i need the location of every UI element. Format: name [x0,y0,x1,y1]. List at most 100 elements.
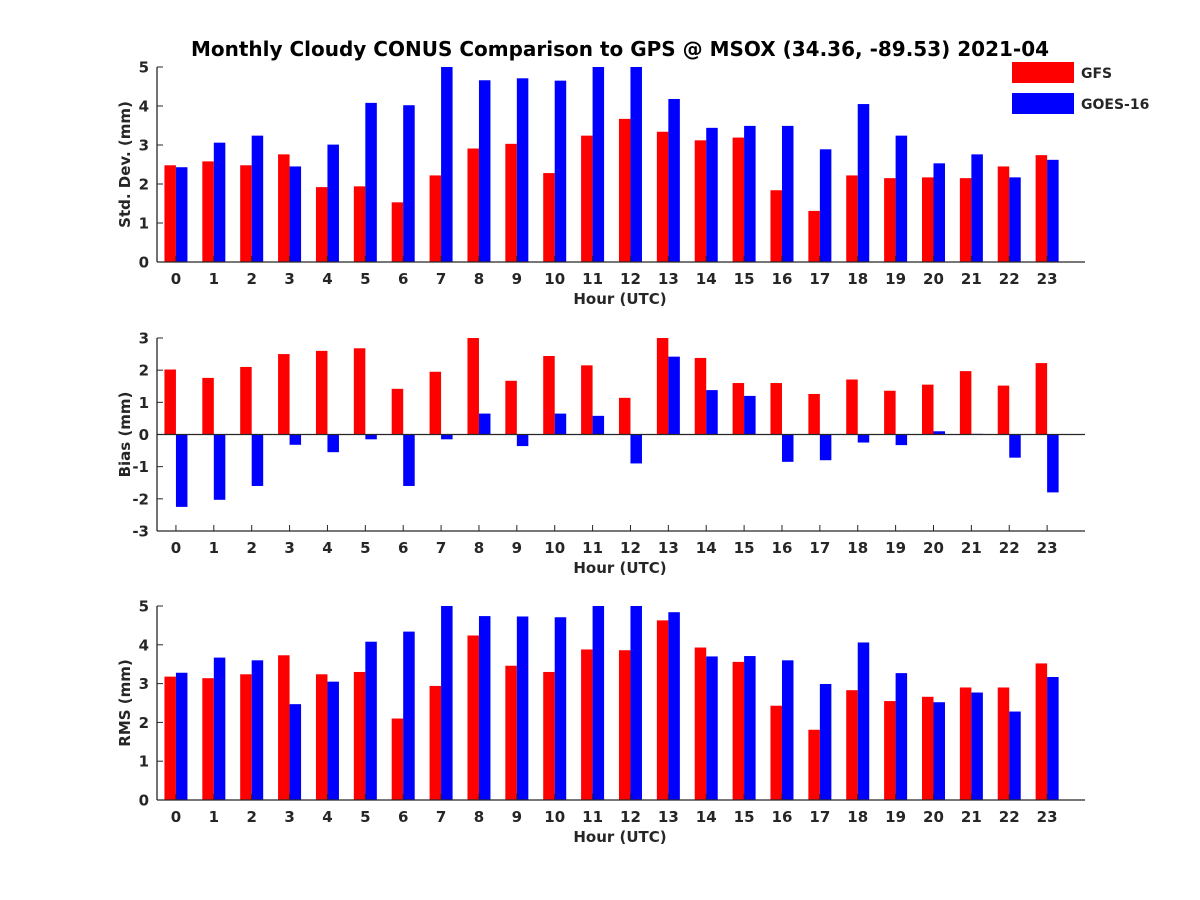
x-axis-label: Hour (UTC) [573,559,666,577]
legend-label-gfs: GFS [1081,66,1112,82]
bar-goes-16-0 [175,672,188,800]
bar-gfs-11 [581,135,593,262]
x-tick-label: 8 [474,539,484,557]
x-tick-label: 11 [582,270,603,288]
x-tick-label: 5 [360,270,370,288]
bar-goes-16-13 [668,612,680,800]
bar-goes-16-19 [895,135,908,262]
y-axis-label: RMS (mm) [116,659,134,746]
x-axis-label: Hour (UTC) [573,290,666,308]
y-tick-label: 2 [139,176,149,194]
bar-gfs-12 [618,118,631,263]
x-tick-label: 10 [544,539,565,557]
bar-goes-16-15 [744,395,756,435]
x-tick-label: 19 [885,270,906,288]
y-axis-label: Std. Dev. (mm) [116,101,134,228]
x-tick-label: 8 [474,270,484,288]
bar-goes-16-22 [1009,711,1021,800]
y-tick-label: -3 [132,523,149,541]
x-tick-label: 1 [209,270,219,288]
bar-goes-16-23 [1047,434,1059,493]
bar-goes-16-14 [706,656,718,800]
x-tick-label: 1 [209,539,219,557]
bar-gfs-14 [694,357,707,435]
bar-gfs-7 [429,371,442,435]
y-tick-label: 2 [139,362,149,380]
y-tick-label: -1 [132,458,149,476]
bar-goes-16-18 [857,104,870,262]
x-tick-label: 6 [398,270,408,288]
x-tick-label: 17 [809,539,830,557]
bar-gfs-20 [921,384,934,435]
bar-goes-16-20 [933,431,945,435]
x-tick-label: 20 [923,539,944,557]
bar-gfs-7 [429,685,442,800]
bar-gfs-7 [429,175,442,262]
bar-gfs-6 [391,718,404,800]
x-tick-label: 12 [620,270,641,288]
y-tick-label: 0 [139,254,149,272]
bar-gfs-2 [240,165,252,262]
bar-gfs-16 [770,383,782,435]
x-tick-label: 16 [772,270,793,288]
bar-goes-16-21 [971,692,983,800]
bar-gfs-0 [164,369,176,435]
x-tick-label: 16 [772,808,793,826]
bar-goes-16-1 [213,657,226,800]
y-tick-label: 5 [139,59,149,77]
bar-gfs-2 [240,674,252,800]
bar-goes-16-12 [630,434,642,464]
y-tick-label: 1 [139,394,149,412]
x-tick-label: 14 [696,270,717,288]
bar-goes-16-2 [251,434,264,486]
bar-gfs-15 [732,661,745,800]
bar-goes-16-8 [478,413,491,435]
y-tick-label: 4 [139,636,149,654]
bar-goes-16-9 [516,616,529,800]
bar-goes-16-16 [781,660,794,800]
bar-goes-16-19 [895,673,908,800]
bar-gfs-11 [581,365,593,435]
y-tick-label: 0 [139,792,149,810]
bar-goes-16-20 [933,163,945,262]
bar-gfs-13 [656,131,669,262]
bar-gfs-21 [959,687,972,800]
bar-gfs-18 [846,175,858,262]
bar-goes-16-9 [516,434,529,447]
y-tick-label: 1 [139,215,149,233]
bar-gfs-9 [505,143,517,262]
bar-goes-16-19 [895,434,908,446]
bar-gfs-16 [770,705,782,800]
x-tick-label: 20 [923,808,944,826]
bar-goes-16-11 [592,606,605,800]
x-tick-label: 13 [658,539,679,557]
bar-goes-16-1 [213,434,226,500]
bar-goes-16-15 [744,125,756,262]
x-tick-label: 9 [512,270,522,288]
bar-goes-16-3 [289,704,302,800]
bar-gfs-6 [391,202,404,262]
x-tick-label: 2 [246,539,256,557]
x-axis-label: Hour (UTC) [573,828,666,846]
bar-goes-16-7 [441,434,453,440]
bar-gfs-8 [467,148,479,262]
x-tick-label: 14 [696,539,717,557]
bar-goes-16-6 [403,631,415,800]
bar-goes-16-23 [1047,677,1059,800]
x-tick-label: 12 [620,808,641,826]
bar-goes-16-4 [327,434,339,453]
bar-goes-16-14 [706,127,718,262]
bar-gfs-8 [467,635,479,800]
bar-goes-16-16 [781,125,794,262]
legend-swatch-goes-16 [1012,93,1074,114]
bar-gfs-13 [656,620,669,800]
bar-goes-16-4 [327,144,339,262]
bar-goes-16-8 [478,616,491,800]
bar-gfs-16 [770,190,782,262]
x-tick-label: 6 [398,539,408,557]
x-tick-label: 7 [436,270,446,288]
bar-gfs-19 [884,178,896,262]
x-tick-label: 12 [620,539,641,557]
x-tick-label: 2 [246,808,256,826]
